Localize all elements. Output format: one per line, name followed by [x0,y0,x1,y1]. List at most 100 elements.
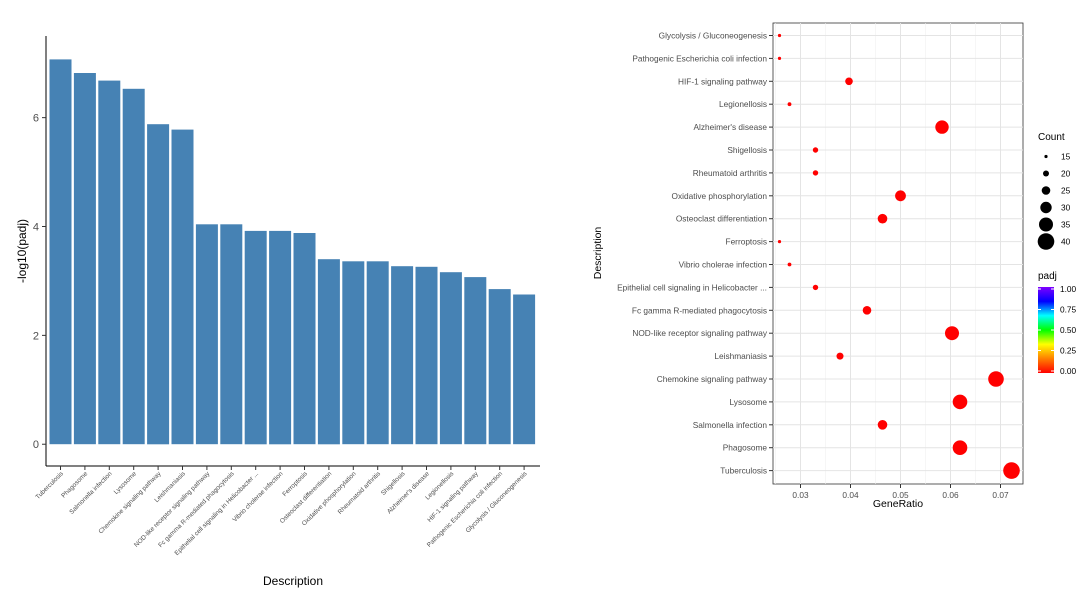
bar [439,272,462,445]
y-tick-label: HIF-1 signaling pathway [678,76,768,86]
size-legend-label: 40 [1061,237,1071,247]
bar [342,261,365,445]
y-tick-label: Phagosome [723,443,768,453]
x-axis-title: Description [263,574,323,588]
y-tick-label: Ferroptosis [726,237,768,247]
y-axis-title: Description [592,227,604,280]
data-point [1003,462,1020,479]
data-point [836,352,844,360]
data-point [812,147,819,153]
y-tick-label: Shigellosis [727,145,767,155]
bar [122,88,145,445]
bar [415,266,438,445]
color-legend-label: 1.00 [1060,284,1077,294]
data-point [845,77,853,86]
y-tick-label: Chemokine signaling pathway [657,374,768,384]
x-tick-label: Lysosome [113,470,139,496]
data-point [952,440,968,456]
y-tick-label: Rheumatoid arthritis [693,168,767,178]
bar [317,259,340,445]
data-point [812,284,819,291]
y-tick-label: Oxidative phosphorylation [672,191,768,201]
size-legend-label: 15 [1061,152,1071,162]
color-legend-bar [1038,287,1054,373]
data-point [777,33,782,38]
size-legend-key [1039,217,1053,232]
y-tick-label: 4 [33,222,39,234]
bar [464,277,487,445]
data-point [862,306,872,315]
x-tick-label: 0.03 [792,490,809,500]
y-tick-label: Salmonella infection [693,420,768,430]
data-point [787,262,792,267]
x-tick-label: Tuberculosis [35,470,65,500]
x-tick-label: 0.07 [992,490,1009,500]
data-point [877,420,888,430]
bar [220,224,243,445]
bar [513,294,536,445]
y-tick-label: Lysosome [729,397,767,407]
y-tick-label: 2 [33,330,39,342]
color-legend-label: 0.75 [1060,305,1077,315]
data-point [777,56,782,61]
x-tick-label: Salmonella infection [68,470,114,516]
data-point [945,326,959,341]
x-tick-label: 0.06 [942,490,959,500]
bar [391,266,414,445]
size-legend-key [1041,186,1051,195]
bar [147,124,170,445]
size-legend-key [1040,201,1052,214]
bar [488,289,511,445]
bar [49,59,72,445]
size-legend-label: 25 [1061,186,1071,196]
y-tick-label: Osteoclast differentiation [676,214,768,224]
y-tick-label: Fc gamma R-mediated phagocytosis [632,305,767,315]
plot-panel [772,22,1024,485]
color-legend-label: 0.25 [1060,346,1077,356]
color-legend-label: 0.50 [1060,325,1077,335]
y-tick-label: Epithelial cell signaling in Helicobacte… [617,282,767,292]
x-tick-label: 0.05 [892,490,909,500]
bar [366,261,389,445]
color-legend-label: 0.00 [1060,366,1077,376]
bar [73,73,96,445]
y-tick-label: Alzheimer's disease [693,122,767,132]
y-tick-label: 6 [33,113,39,125]
x-tick-label: 0.04 [842,490,859,500]
size-legend-label: 30 [1061,203,1071,213]
data-point [988,371,1004,387]
y-tick-label: Legionellosis [719,99,767,109]
data-point [877,213,888,224]
x-tick-label: Vibrio cholerae infection [231,470,284,523]
bar [98,80,121,445]
y-axis-title: -log10(padj) [15,219,29,283]
data-point [895,190,906,202]
color-legend-title: padj [1038,271,1057,282]
size-legend-key [1037,233,1055,250]
y-tick-label: Glycolysis / Gluconeogenesis [659,31,767,41]
size-legend-key [1043,170,1049,177]
data-point [935,120,949,134]
y-tick-label: Leishmaniasis [714,351,767,361]
bar [244,230,267,445]
size-legend-key [1044,154,1048,159]
x-tick-label: Rheumatoid arthritis [337,470,382,515]
data-point [812,170,819,176]
bar [171,129,194,445]
y-tick-label: Pathogenic Escherichia coli infection [632,53,767,63]
data-point [952,394,968,410]
x-tick-label: Alzheimer's disease [386,470,431,515]
size-legend-label: 35 [1061,220,1071,230]
y-tick-label: Vibrio cholerae infection [679,260,768,270]
y-tick-label: 0 [33,439,39,451]
y-tick-label: NOD-like receptor signaling pathway [632,328,768,338]
data-point [787,102,792,107]
x-axis-title: GeneRatio [873,498,923,510]
bar [269,230,292,445]
bar [195,224,218,445]
data-point [777,240,782,244]
dot-plot-chart: Tuberculosis Phagosome Salmonella infectio… [592,22,1077,510]
size-legend-title: Count [1038,132,1065,143]
